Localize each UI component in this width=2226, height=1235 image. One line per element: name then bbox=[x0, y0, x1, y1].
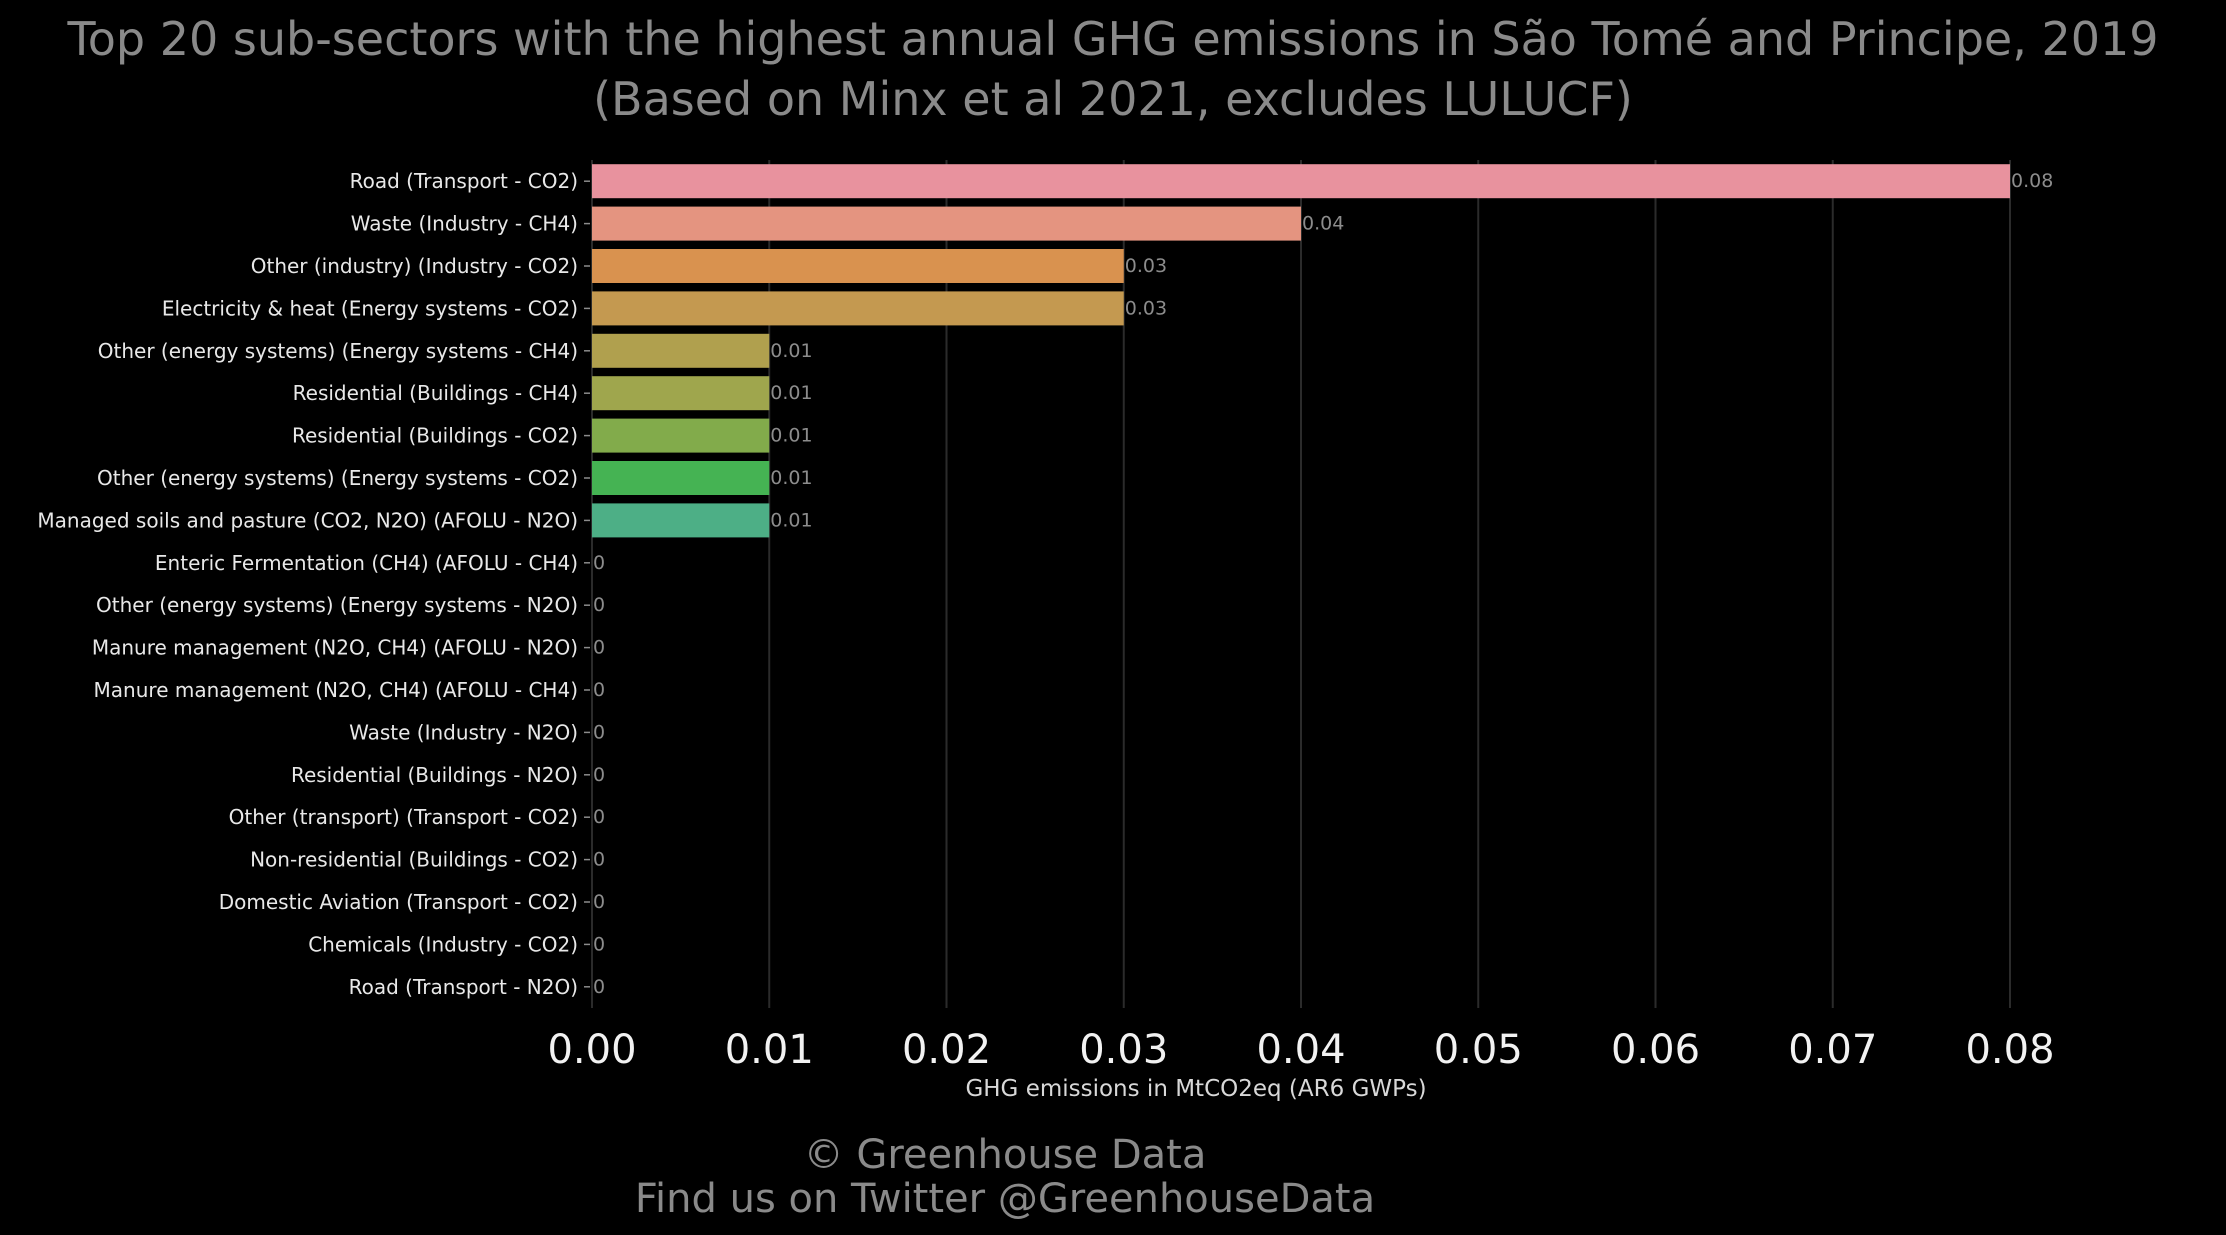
bar-value-label: 0.01 bbox=[770, 425, 812, 447]
category-label: Non-residential (Buildings - CO2) bbox=[250, 848, 578, 872]
category-label: Other (transport) (Transport - CO2) bbox=[229, 805, 578, 829]
category-label: Manure management (N2O, CH4) (AFOLU - CH… bbox=[94, 678, 578, 702]
bar-value-label: 0.03 bbox=[1125, 297, 1167, 319]
bar-value-label: 0 bbox=[593, 721, 605, 743]
category-label: Managed soils and pasture (CO2, N2O) (AF… bbox=[37, 508, 578, 532]
bar bbox=[592, 503, 770, 538]
category-label: Domestic Aviation (Transport - CO2) bbox=[219, 890, 578, 914]
category-label: Other (energy systems) (Energy systems -… bbox=[96, 593, 578, 617]
bar bbox=[592, 206, 1301, 241]
bar-value-label: 0.04 bbox=[1302, 213, 1344, 235]
bar-value-label: 0 bbox=[593, 806, 605, 828]
category-label: Other (industry) (Industry - CO2) bbox=[251, 254, 578, 278]
x-tick-label: 0.06 bbox=[1611, 1027, 1700, 1073]
chart-title: Top 20 sub-sectors with the highest annu… bbox=[66, 12, 2158, 66]
bar bbox=[592, 376, 770, 411]
category-label: Electricity & heat (Energy systems - CO2… bbox=[162, 296, 578, 320]
bar bbox=[592, 333, 770, 368]
category-label: Residential (Buildings - N2O) bbox=[291, 763, 578, 787]
bars: 0.08 0.04 0.03 0.03 0.01 0.01 0.01 0.01 0.01 0 0 0 0… bbox=[592, 164, 2053, 998]
x-tick-label: 0.05 bbox=[1434, 1027, 1523, 1073]
bar-value-label: 0.01 bbox=[770, 467, 812, 489]
bar-value-label: 0.03 bbox=[1125, 255, 1167, 277]
x-tick-label: 0.04 bbox=[1256, 1027, 1345, 1073]
bar-value-label: 0.01 bbox=[770, 509, 812, 531]
category-label: Road (Transport - CO2) bbox=[350, 169, 578, 193]
category-label: Chemicals (Industry - CO2) bbox=[308, 932, 578, 956]
x-tick-label: 0.08 bbox=[1965, 1027, 2054, 1073]
category-label: Other (energy systems) (Energy systems -… bbox=[97, 466, 578, 490]
bar bbox=[592, 291, 1124, 326]
bar bbox=[592, 461, 770, 495]
category-label: Residential (Buildings - CH4) bbox=[293, 381, 578, 405]
x-tick-label: 0.00 bbox=[547, 1027, 636, 1073]
footer-twitter: Find us on Twitter @GreenhouseData bbox=[635, 1176, 1375, 1222]
bar-value-label: 0 bbox=[593, 679, 605, 701]
bar-value-label: 0 bbox=[593, 764, 605, 786]
bar-value-label: 0 bbox=[593, 976, 605, 998]
bar-value-label: 0 bbox=[593, 552, 605, 574]
bar-value-label: 0 bbox=[593, 594, 605, 616]
category-label: Residential (Buildings - CO2) bbox=[292, 424, 578, 448]
category-label: Waste (Industry - CH4) bbox=[351, 212, 578, 236]
gridlines bbox=[591, 160, 2011, 1008]
x-tick-label: 0.03 bbox=[1079, 1027, 1168, 1073]
category-label: Other (energy systems) (Energy systems -… bbox=[98, 339, 578, 363]
bar-value-label: 0.01 bbox=[770, 340, 812, 362]
bar bbox=[592, 164, 2010, 199]
category-label: Waste (Industry - N2O) bbox=[349, 720, 578, 744]
chart-subtitle: (Based on Minx et al 2021, excludes LULU… bbox=[593, 72, 1633, 126]
bar-value-label: 0 bbox=[593, 637, 605, 659]
x-tick-label: 0.02 bbox=[902, 1027, 991, 1073]
bar-value-label: 0.08 bbox=[2011, 170, 2053, 192]
bar bbox=[592, 418, 770, 453]
bar-value-label: 0 bbox=[593, 891, 605, 913]
x-axis: 0.00 0.01 0.02 0.03 0.04 0.05 0.06 0.07 0.08 bbox=[547, 1027, 2054, 1073]
footer-copyright: © Greenhouse Data bbox=[804, 1132, 1207, 1178]
bar bbox=[592, 249, 1124, 283]
y-axis: Road (Transport - CO2) Waste (Industry - … bbox=[37, 169, 590, 999]
category-label: Road (Transport - N2O) bbox=[349, 975, 578, 999]
x-tick-label: 0.01 bbox=[725, 1027, 814, 1073]
bar-value-label: 0 bbox=[593, 933, 605, 955]
category-label: Manure management (N2O, CH4) (AFOLU - N2… bbox=[92, 636, 578, 660]
bar-value-label: 0.01 bbox=[770, 382, 812, 404]
category-label: Enteric Fermentation (CH4) (AFOLU - CH4) bbox=[155, 551, 578, 575]
x-tick-label: 0.07 bbox=[1788, 1027, 1877, 1073]
bar-value-label: 0 bbox=[593, 849, 605, 871]
x-axis-label: GHG emissions in MtCO2eq (AR6 GWPs) bbox=[965, 1076, 1426, 1102]
